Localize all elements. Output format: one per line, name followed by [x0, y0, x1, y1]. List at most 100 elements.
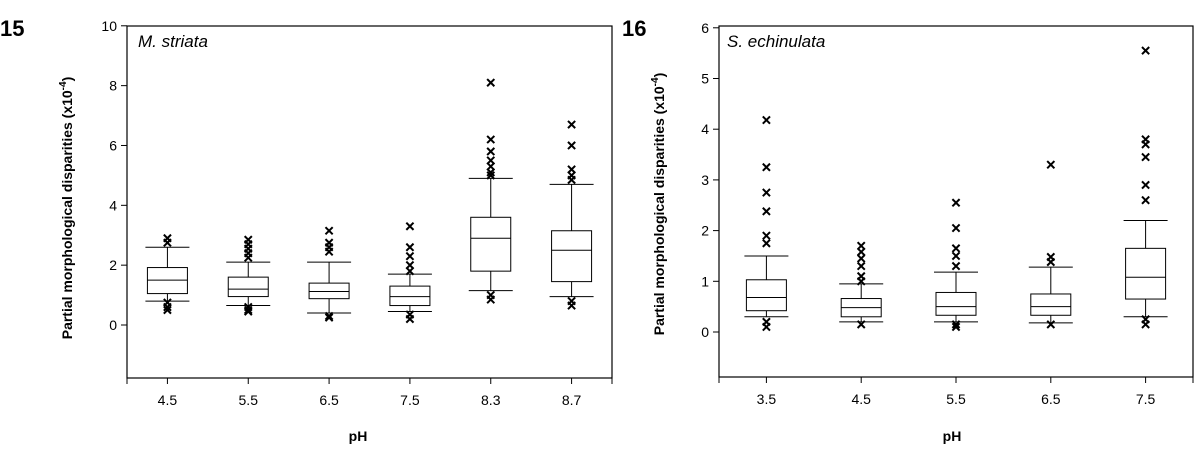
y-tick-label: 0 — [109, 317, 117, 333]
box-8.3 — [468, 78, 513, 304]
outlier-point — [762, 188, 771, 197]
outlier-point — [486, 147, 496, 156]
outlier-stroke — [856, 247, 866, 257]
plot-frame — [126, 25, 613, 379]
outlier-stroke — [486, 168, 496, 177]
box-iqr — [308, 282, 350, 300]
outlier-stroke — [762, 115, 771, 125]
outlier-stroke — [486, 295, 496, 304]
outlier-point — [163, 238, 172, 248]
outlier-point — [762, 207, 771, 216]
outlier-point — [486, 135, 496, 144]
outlier-point — [762, 322, 771, 332]
x-tick-label: 4.5 — [851, 391, 871, 407]
box-3.5 — [744, 115, 789, 332]
outlier-stroke — [1141, 180, 1150, 190]
outlier-stroke — [567, 120, 576, 129]
box-iqr — [1030, 293, 1072, 316]
outlier-stroke — [1141, 195, 1150, 205]
box-5.5 — [934, 198, 978, 332]
outlier-point — [856, 247, 866, 257]
x-tick-label: 8.7 — [562, 392, 582, 408]
outlier-stroke — [163, 305, 172, 315]
outlier-point — [1141, 140, 1150, 149]
outlier-point — [486, 295, 496, 304]
outlier-stroke — [762, 162, 771, 172]
x-tick-label: 5.5 — [946, 391, 966, 407]
x-tick-label: 6.5 — [1041, 391, 1061, 407]
outlier-stroke — [324, 313, 334, 322]
x-tick-label: 6.5 — [319, 392, 339, 408]
outlier-point — [163, 302, 172, 312]
box-iqr — [551, 230, 593, 283]
outlier-stroke — [486, 78, 496, 87]
outlier-point — [405, 242, 415, 252]
outlier-stroke — [486, 147, 496, 156]
outlier-point — [1046, 160, 1056, 169]
box-4.5 — [145, 233, 190, 315]
y-tick-label: 0 — [701, 324, 709, 340]
outlier-point — [951, 261, 961, 271]
box-7.5 — [1123, 46, 1168, 329]
outlier-stroke — [951, 244, 961, 253]
x-tick-label: 4.5 — [158, 392, 178, 408]
outlier-stroke — [1141, 140, 1150, 149]
outlier-point — [243, 305, 253, 315]
outlier-stroke — [163, 302, 172, 312]
outlier-stroke — [324, 311, 334, 321]
y-tick-label: 10 — [101, 18, 117, 34]
outlier-point — [1141, 320, 1150, 329]
outlier-stroke — [324, 226, 334, 236]
box-iqr — [470, 216, 512, 272]
outlier-point — [951, 223, 961, 233]
y-tick-label: 1 — [701, 273, 709, 289]
box-8.7 — [549, 120, 594, 310]
outlier-stroke — [1141, 46, 1150, 55]
y-tick-label: 5 — [701, 71, 709, 87]
outlier-point — [405, 221, 415, 231]
chart-panel-15: 15 M. striata pH Partial morphological d… — [0, 16, 613, 444]
y-tick-label: 2 — [109, 257, 117, 273]
outlier-stroke — [405, 314, 415, 324]
outlier-point — [856, 261, 866, 271]
box-iqr — [389, 285, 431, 307]
box-iqr — [1125, 247, 1167, 300]
outlier-stroke — [567, 301, 576, 310]
y-tick-label: 8 — [109, 78, 117, 94]
outlier-point — [1141, 180, 1150, 190]
outlier-stroke — [243, 307, 253, 316]
outlier-stroke — [486, 171, 496, 180]
outlier-stroke — [405, 251, 415, 261]
outlier-stroke — [951, 320, 961, 329]
x-tick-label: 8.3 — [481, 392, 501, 408]
outlier-point — [856, 320, 866, 329]
outlier-stroke — [762, 231, 771, 240]
outlier-point — [405, 314, 415, 324]
outlier-point — [567, 120, 576, 129]
outlier-point — [951, 322, 961, 332]
outlier-stroke — [405, 242, 415, 252]
outlier-stroke — [762, 188, 771, 197]
outlier-stroke — [1141, 152, 1150, 162]
outlier-point — [1141, 195, 1150, 205]
x-tick-label: 7.5 — [400, 392, 420, 408]
outlier-point — [486, 171, 496, 180]
y-axis-label: Partial morphological disparities (x10-4… — [650, 73, 667, 336]
box-iqr — [745, 279, 787, 312]
outlier-point — [1141, 46, 1150, 55]
box-7.5 — [387, 221, 432, 324]
box-6.5 — [307, 226, 352, 322]
outlier-stroke — [1046, 257, 1056, 267]
outlier-point — [324, 247, 334, 257]
outlier-stroke — [405, 266, 415, 276]
outlier-point — [324, 226, 334, 236]
outlier-point — [762, 238, 771, 248]
panel-label: 16 — [622, 16, 646, 41]
box-5.5 — [226, 235, 271, 316]
outlier-point — [486, 78, 496, 87]
outlier-point — [486, 168, 496, 177]
chart-panel-16: 16 S. echinulata pH Partial morphologica… — [622, 16, 1194, 444]
outlier-point — [324, 311, 334, 321]
outlier-stroke — [856, 254, 866, 263]
